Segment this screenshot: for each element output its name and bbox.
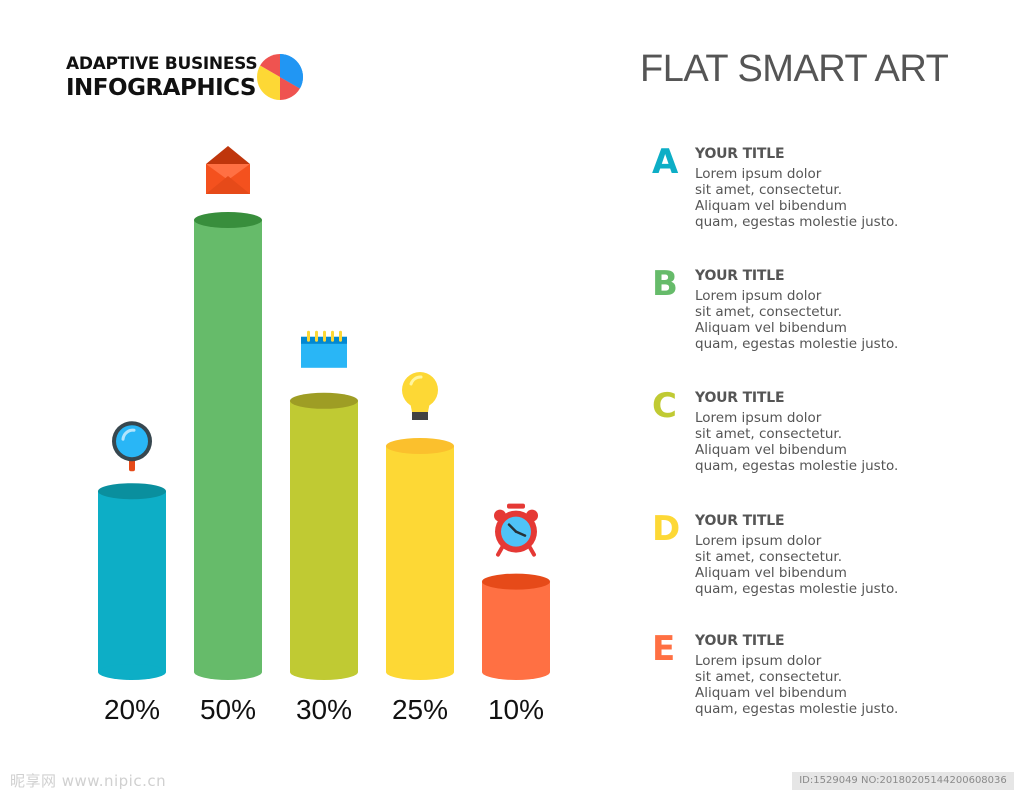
legend-line: Lorem ipsum dolor — [695, 410, 822, 426]
alarm-clock-icon — [494, 503, 538, 557]
bar-d — [386, 438, 454, 680]
value-label: 20% — [104, 694, 160, 725]
legend-letter: E — [652, 629, 676, 669]
legend-description: Lorem ipsum dolor sit amet, consectetur.… — [695, 288, 898, 352]
calendar-icon — [301, 330, 347, 368]
legend-line: Aliquam vel bibendum — [695, 685, 847, 701]
legend-line: Aliquam vel bibendum — [695, 198, 847, 214]
value-label: 25% — [392, 694, 448, 725]
legend-item-a: A YOUR TITLE Lorem ipsum dolor sit amet,… — [652, 142, 1012, 246]
legend-line: Lorem ipsum dolor — [695, 288, 822, 304]
legend-line: sit amet, consectetur. — [695, 669, 843, 685]
legend-description: Lorem ipsum dolor sit amet, consectetur.… — [695, 653, 898, 717]
brand-line-2: INFOGRAPHICS — [66, 75, 257, 101]
legend-description: Lorem ipsum dolor sit amet, consectetur.… — [695, 410, 898, 474]
legend-line: sit amet, consectetur. — [695, 549, 843, 565]
bar-body — [386, 446, 454, 672]
bar-cap — [98, 483, 166, 500]
bar-base — [482, 664, 550, 680]
bar-cap — [194, 212, 262, 228]
legend-line: quam, egestas molestie justo. — [695, 214, 899, 230]
legend-line: sit amet, consectetur. — [695, 182, 843, 198]
legend-item-c: C YOUR TITLE Lorem ipsum dolor sit amet,… — [652, 386, 1012, 490]
legend-description: Lorem ipsum dolor sit amet, consectetur.… — [695, 166, 898, 230]
legend-line: sit amet, consectetur. — [695, 304, 843, 320]
legend-title: YOUR TITLE — [695, 513, 785, 529]
bar-c — [290, 392, 358, 680]
legend-line: quam, egestas molestie justo. — [695, 581, 899, 597]
value-label: 50% — [200, 694, 256, 725]
bar-cap — [290, 392, 358, 409]
legend-line: Aliquam vel bibendum — [695, 565, 847, 581]
pie-logo-icon — [257, 54, 303, 100]
bar-body — [290, 400, 358, 672]
legend-title: YOUR TITLE — [695, 268, 785, 284]
legend-line: Lorem ipsum dolor — [695, 533, 822, 549]
bar-body — [482, 581, 550, 672]
brand-line-1: ADAPTIVE BUSINESS — [66, 54, 258, 74]
legend-title: YOUR TITLE — [695, 146, 785, 162]
bar-e — [482, 573, 550, 680]
watermark-id: ID:1529049 NO:20180205144200608036 — [792, 772, 1014, 790]
legend-title: YOUR TITLE — [695, 390, 785, 406]
bar-base — [386, 664, 454, 680]
legend-letter: D — [652, 509, 681, 549]
legend-title: YOUR TITLE — [695, 633, 785, 649]
value-label: 30% — [296, 694, 352, 725]
page-title: FLAT SMART ART — [640, 48, 949, 90]
legend-letter: C — [652, 386, 677, 426]
legend-line: Aliquam vel bibendum — [695, 442, 847, 458]
legend-description: Lorem ipsum dolor sit amet, consectetur.… — [695, 533, 898, 597]
bar-cap — [482, 573, 550, 590]
legend-line: Lorem ipsum dolor — [695, 166, 822, 182]
legend-line: quam, egestas molestie justo. — [695, 458, 899, 474]
legend-item-b: B YOUR TITLE Lorem ipsum dolor sit amet,… — [652, 264, 1012, 368]
brand-wordmark: ADAPTIVE BUSINESS INFOGRAPHICS — [66, 54, 258, 101]
bar-base — [194, 664, 262, 680]
legend-line: sit amet, consectetur. — [695, 426, 843, 442]
bar-cap — [386, 438, 454, 454]
bar-base — [98, 664, 166, 680]
bar-a — [98, 483, 166, 680]
bar-body — [98, 491, 166, 672]
legend-letter: B — [652, 264, 678, 304]
legend-letter: A — [652, 142, 679, 182]
legend-line: quam, egestas molestie justo. — [695, 701, 899, 717]
magnifier-icon — [112, 421, 152, 472]
lightbulb-icon — [402, 372, 438, 420]
envelope-icon — [206, 146, 250, 194]
watermark-site: 昵享网 www.nipic.cn — [10, 772, 167, 790]
bar-b — [194, 212, 262, 680]
legend-item-e: E YOUR TITLE Lorem ipsum dolor sit amet,… — [652, 629, 1012, 733]
legend-item-d: D YOUR TITLE Lorem ipsum dolor sit amet,… — [652, 509, 1012, 613]
legend-line: Aliquam vel bibendum — [695, 320, 847, 336]
bar-base — [290, 664, 358, 680]
value-label: 10% — [488, 694, 544, 725]
legend-line: quam, egestas molestie justo. — [695, 336, 899, 352]
bar-body — [194, 220, 262, 672]
legend-line: Lorem ipsum dolor — [695, 653, 822, 669]
